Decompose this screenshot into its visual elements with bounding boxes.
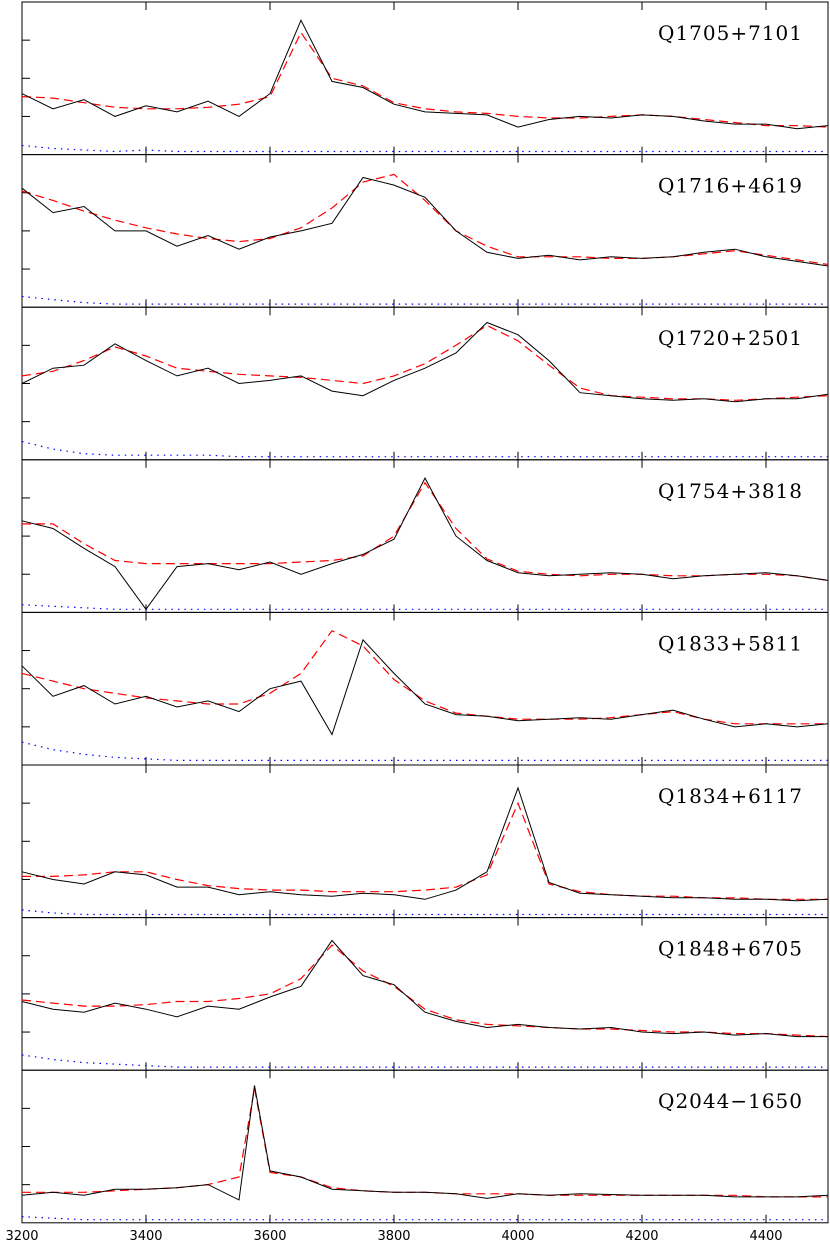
x-tick-label: 4000 — [501, 1229, 534, 1244]
x-tick-label: 4200 — [625, 1229, 658, 1244]
spectrum-2 — [21, 909, 828, 916]
spectrum-0 — [21, 638, 829, 736]
panel-label: Q2044−1650 — [658, 1089, 803, 1113]
spectrum-1 — [21, 173, 829, 266]
x-tick-label: 3800 — [377, 1229, 410, 1244]
panel-label: Q1705+7101 — [658, 21, 803, 45]
spectrum-0 — [21, 321, 829, 403]
spectrum-1 — [22, 481, 829, 581]
spectrum-2 — [21, 604, 828, 610]
x-tick-label: 3400 — [129, 1229, 162, 1244]
spectrum-0 — [21, 939, 828, 1038]
x-tick-label: 3600 — [253, 1229, 286, 1244]
panel-label: Q1834+6117 — [658, 784, 803, 808]
spectrum-1 — [21, 944, 829, 1038]
spectrum-2 — [21, 144, 828, 153]
x-tick-label: 3200 — [5, 1229, 38, 1244]
spectrum-2 — [21, 295, 828, 305]
panel-label: Q1754+3818 — [658, 479, 803, 503]
panel-label: Q1833+5811 — [658, 631, 803, 655]
spectrum-0 — [21, 19, 829, 130]
spectrum-1 — [22, 801, 828, 900]
spectrum-0 — [21, 786, 829, 902]
spectrum-2 — [21, 741, 828, 761]
spectrum-2 — [21, 1054, 828, 1068]
spectrum-0 — [21, 176, 829, 267]
spectrum-1 — [21, 31, 829, 128]
spectrum-0 — [21, 1085, 829, 1201]
spectrum-2 — [21, 440, 828, 458]
panel-label: Q1716+4619 — [658, 174, 803, 198]
panel-label: Q1720+2501 — [658, 326, 803, 350]
spectrum-2 — [21, 1216, 828, 1221]
x-tick-label: 4400 — [749, 1229, 782, 1244]
panel-label: Q1848+6705 — [658, 937, 803, 961]
spectrum-0 — [21, 477, 829, 611]
